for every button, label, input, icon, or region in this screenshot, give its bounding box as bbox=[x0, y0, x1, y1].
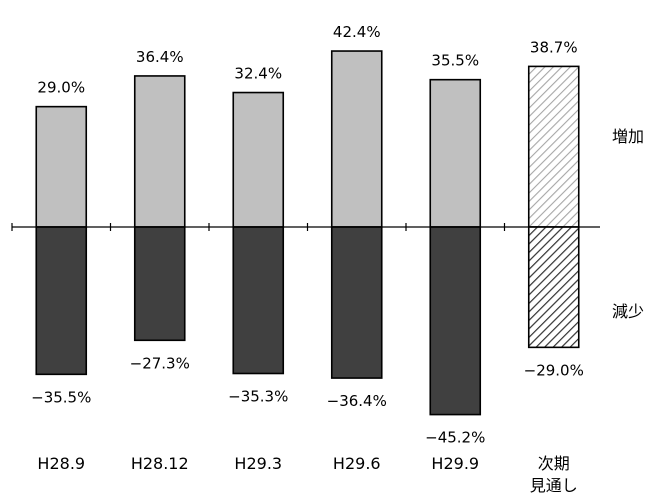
increase-side-label: 増加 bbox=[612, 127, 644, 146]
increase-bar-4 bbox=[429, 78, 482, 228]
decrease-bar-1 bbox=[133, 226, 186, 342]
decrease-label-0: −35.5% bbox=[31, 388, 91, 406]
increase-label-2: 32.4% bbox=[234, 65, 282, 83]
increase-label-0: 29.0% bbox=[37, 79, 85, 97]
decrease-bar-2 bbox=[232, 226, 285, 375]
increase-label-1: 36.4% bbox=[136, 48, 184, 66]
increase-label-5: 38.7% bbox=[530, 38, 578, 56]
axis-layer bbox=[11, 223, 600, 231]
increase-label-3: 42.4% bbox=[333, 23, 381, 41]
decrease-side-label: 減少 bbox=[612, 302, 644, 321]
category-label-4: H29.9 bbox=[431, 454, 479, 473]
increase-bar-5 bbox=[527, 65, 580, 228]
decrease-bar-5 bbox=[527, 226, 580, 349]
increase-bar-1 bbox=[133, 75, 186, 228]
decrease-label-3: −36.4% bbox=[327, 392, 387, 410]
increase-label-4: 35.5% bbox=[431, 52, 479, 70]
decrease-bar-0 bbox=[35, 226, 88, 376]
decrease-label-1: −27.3% bbox=[130, 354, 190, 372]
decrease-label-4: −45.2% bbox=[425, 429, 485, 447]
category-label-1: H28.12 bbox=[131, 454, 189, 473]
category-label-2: H29.3 bbox=[234, 454, 282, 473]
increase-bar-3 bbox=[330, 50, 383, 228]
labels-layer: 29.0% −35.5% H28.9 36.4% −27.3% H28.12 32.4% −3… bbox=[31, 23, 644, 495]
bars-layer bbox=[35, 50, 580, 416]
category-label-3: H29.6 bbox=[333, 454, 381, 473]
decrease-bar-4 bbox=[429, 226, 482, 416]
category-label-5: 次期見通し bbox=[530, 454, 578, 495]
decrease-label-5: −29.0% bbox=[524, 361, 584, 379]
decrease-bar-3 bbox=[330, 226, 383, 379]
decrease-label-2: −35.3% bbox=[228, 387, 288, 405]
category-label-0: H28.9 bbox=[37, 454, 85, 473]
increase-bar-0 bbox=[35, 105, 88, 228]
increase-bar-2 bbox=[232, 91, 285, 228]
